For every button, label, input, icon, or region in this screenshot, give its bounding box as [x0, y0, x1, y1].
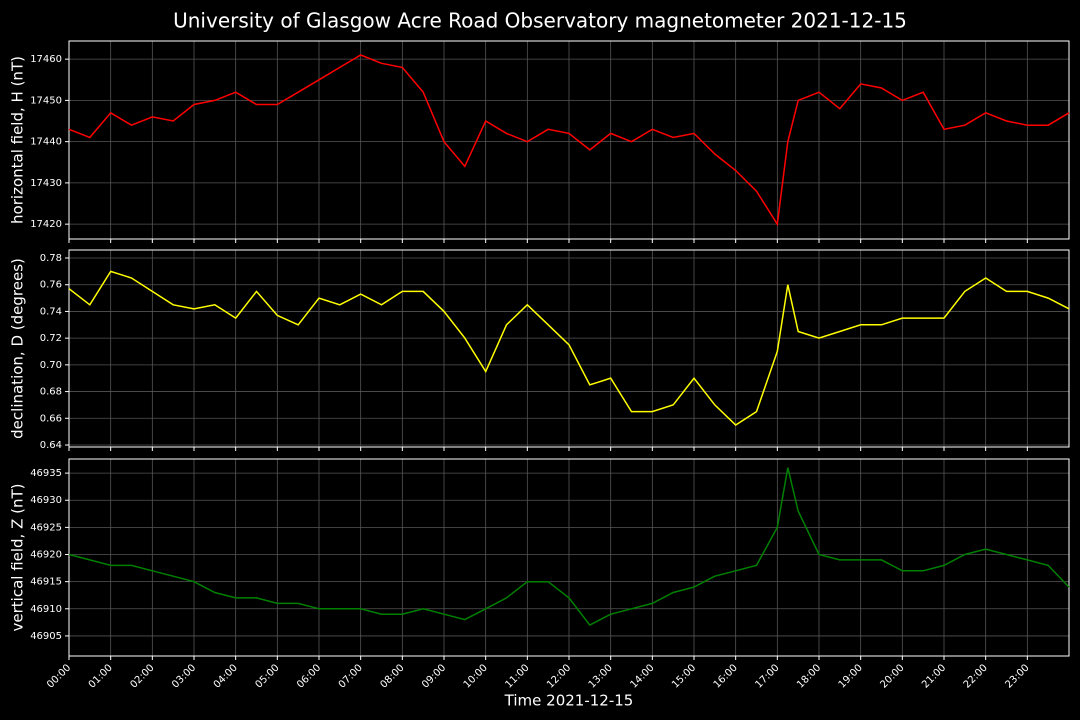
- y-tick-label: 17460: [30, 54, 62, 65]
- data-line: [68, 54, 1070, 227]
- x-axis-label: Time 2021-12-15: [504, 692, 634, 710]
- plot-frame: [68, 458, 1070, 657]
- y-tick-label: 0.74: [40, 306, 62, 317]
- y-tick-label: 46910: [30, 604, 62, 615]
- data-line: [68, 467, 1070, 627]
- y-tick-label: 46915: [30, 577, 62, 588]
- y-tick-label: 46920: [30, 550, 62, 561]
- y-axis-label: horizontal field, H (nT): [9, 56, 27, 224]
- y-tick-label: 46905: [30, 631, 62, 642]
- data-line: [68, 270, 1070, 426]
- y-tick-label: 46925: [30, 522, 62, 533]
- y-axis-label: declination, D (degrees): [9, 258, 27, 439]
- plot-frame: [68, 249, 1070, 448]
- y-tick-label: 0.66: [40, 413, 62, 424]
- y-tick-label: 46930: [30, 495, 62, 506]
- y-tick-label: 17440: [30, 137, 62, 148]
- y-tick-label: 17430: [30, 178, 62, 189]
- y-tick-label: 0.64: [40, 440, 62, 451]
- y-tick-label: 0.78: [40, 253, 62, 264]
- y-tick-label: 0.76: [40, 280, 62, 291]
- y-tick-label: 46935: [30, 468, 62, 479]
- y-tick-label: 0.68: [40, 387, 62, 398]
- y-tick-label: 17420: [30, 219, 62, 230]
- y-axis-label: vertical field, Z (nT): [9, 483, 27, 631]
- plot-frame: [68, 40, 1070, 240]
- chart-title: University of Glasgow Acre Road Observat…: [173, 9, 907, 33]
- y-tick-label: 0.70: [40, 360, 62, 371]
- y-tick-label: 0.72: [40, 333, 62, 344]
- y-tick-label: 17450: [30, 95, 62, 106]
